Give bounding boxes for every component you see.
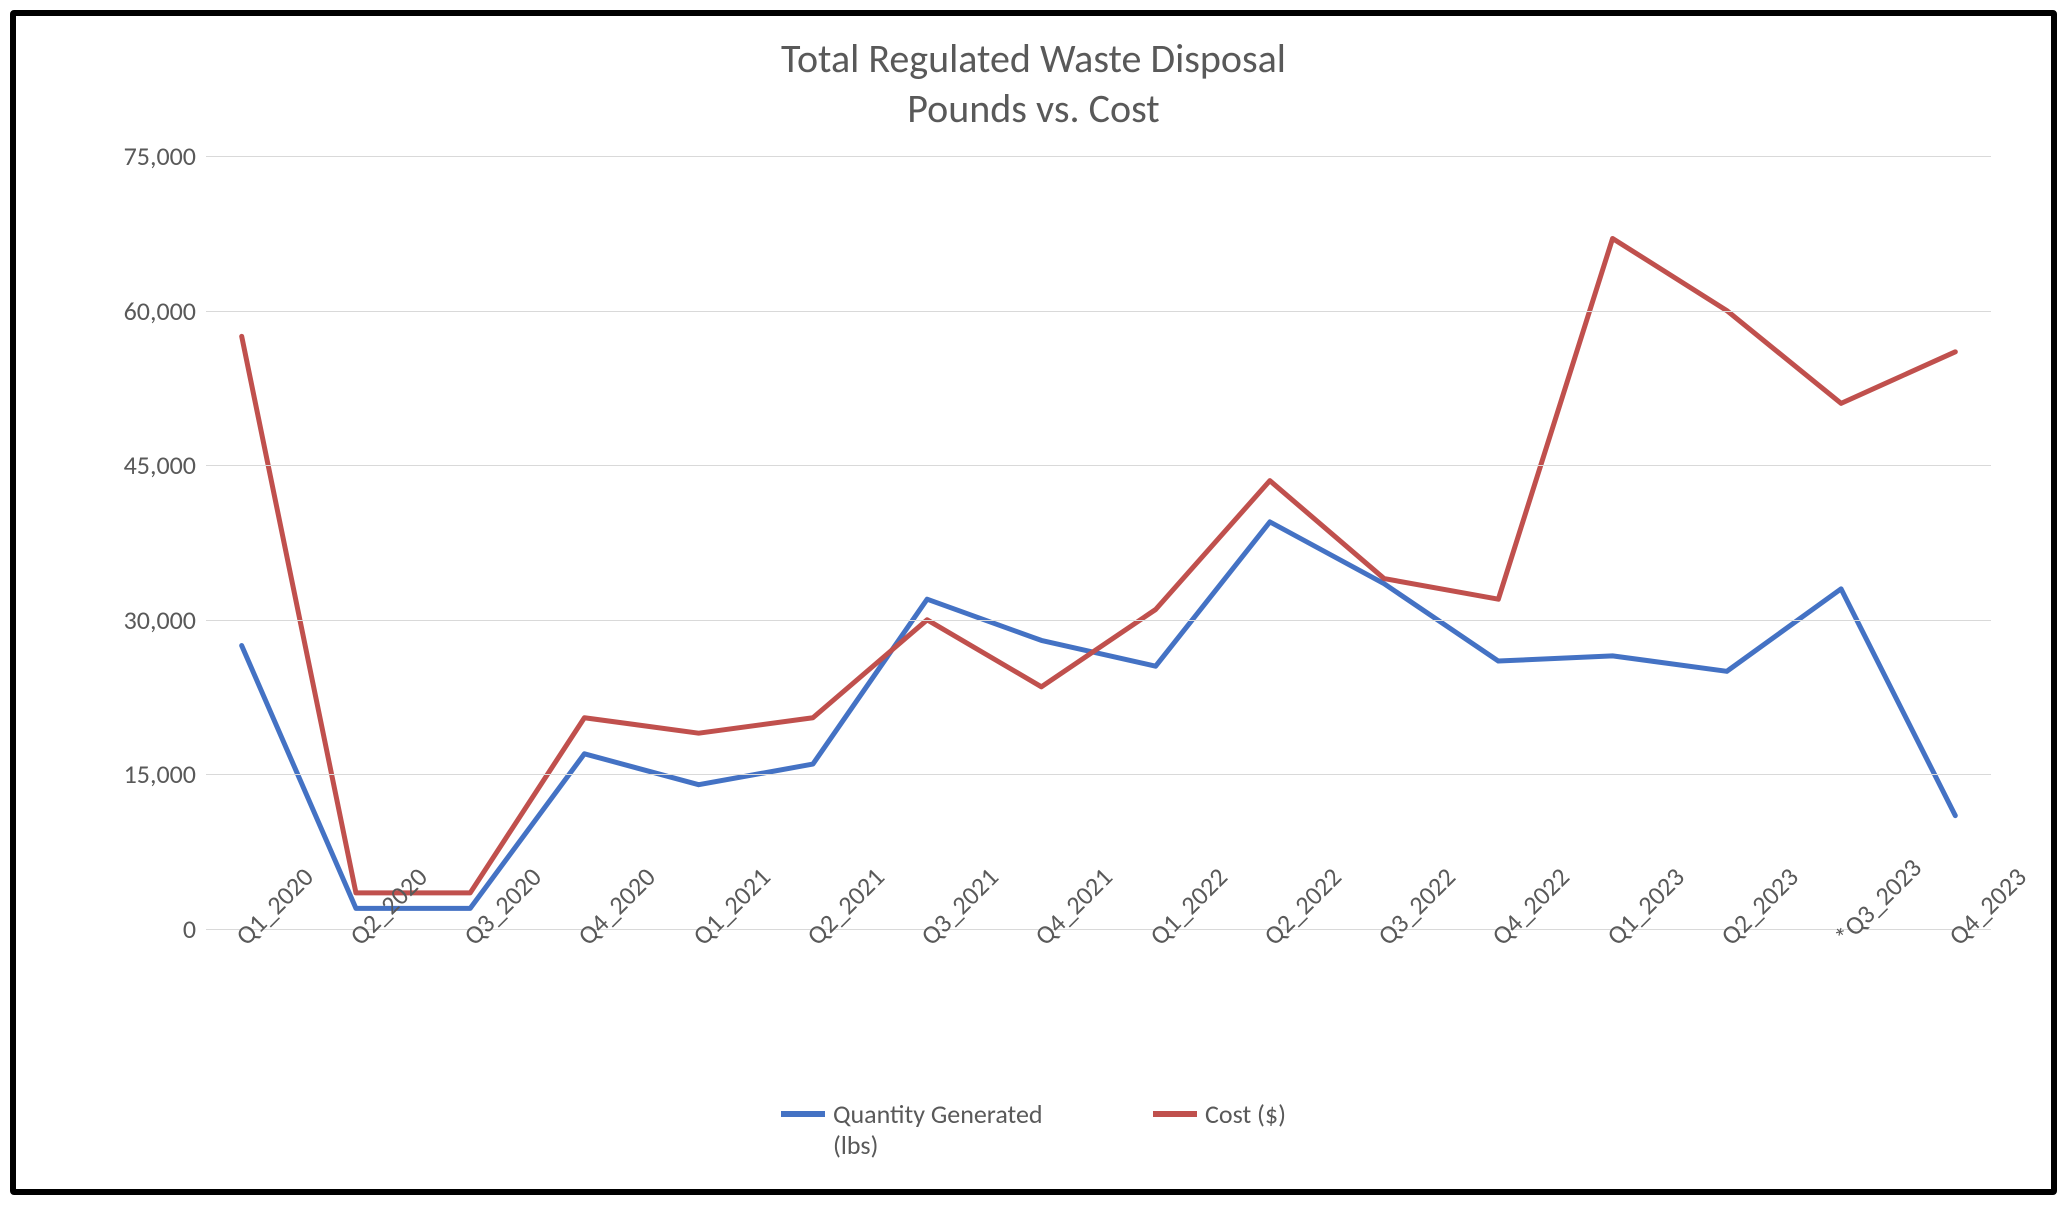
- grid-line: [206, 465, 1991, 466]
- legend-swatch-quantity: [781, 1111, 825, 1117]
- chart-title-line1: Total Regulated Waste Disposal: [781, 34, 1286, 83]
- legend-item-cost: Cost ($): [1153, 1099, 1286, 1161]
- legend-swatch-cost: [1153, 1111, 1197, 1117]
- legend-label-quantity: Quantity Generated (lbs): [833, 1099, 1093, 1161]
- y-axis-label: 60,000: [76, 295, 196, 327]
- grid-line: [206, 774, 1991, 775]
- grid-line: [206, 620, 1991, 621]
- plot-wrap: 015,00030,00045,00060,00075,000Q1_2020Q2…: [76, 156, 2011, 969]
- y-axis-label: 15,000: [76, 758, 196, 790]
- legend: Quantity Generated (lbs) Cost ($): [16, 1099, 2051, 1161]
- legend-label-cost: Cost ($): [1205, 1099, 1286, 1130]
- y-axis-label: 0: [76, 913, 196, 945]
- chart-title-line2: Pounds vs. Cost: [907, 84, 1159, 133]
- y-axis-label: 45,000: [76, 449, 196, 481]
- grid-line: [206, 311, 1991, 312]
- legend-item-quantity: Quantity Generated (lbs): [781, 1099, 1093, 1161]
- grid-line: [206, 156, 1991, 157]
- y-axis-label: 30,000: [76, 604, 196, 636]
- series-line-cost: [242, 238, 1956, 892]
- series-svg: [206, 156, 1991, 929]
- y-axis-label: 75,000: [76, 140, 196, 172]
- chart-title: Total Regulated Waste Disposal Pounds vs…: [16, 16, 2051, 134]
- chart-card: Total Regulated Waste Disposal Pounds vs…: [10, 10, 2057, 1195]
- plot-area: 015,00030,00045,00060,00075,000Q1_2020Q2…: [206, 156, 1991, 929]
- chart-outer: Total Regulated Waste Disposal Pounds vs…: [0, 0, 2067, 1205]
